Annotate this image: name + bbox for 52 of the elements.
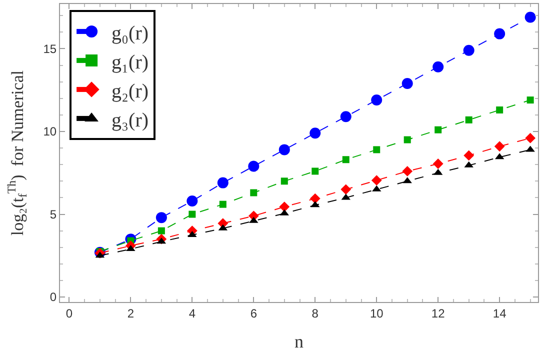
point bbox=[217, 177, 228, 188]
point bbox=[525, 132, 536, 144]
point bbox=[310, 193, 320, 204]
point bbox=[463, 44, 474, 56]
point bbox=[524, 12, 536, 23]
legend-label: g₁(r) bbox=[112, 51, 149, 74]
x-tick-label: 12 bbox=[431, 306, 446, 320]
point bbox=[464, 150, 474, 161]
x-tick-label: 4 bbox=[188, 306, 196, 320]
point bbox=[432, 158, 444, 169]
legend-label: g₀(r) bbox=[112, 22, 149, 44]
point bbox=[371, 175, 382, 186]
point bbox=[279, 202, 290, 212]
point bbox=[465, 116, 472, 124]
point bbox=[312, 168, 319, 175]
point bbox=[280, 178, 288, 185]
legend-label: g₂(r) bbox=[112, 80, 149, 102]
y-tick-label: 15 bbox=[43, 42, 57, 56]
point bbox=[496, 106, 504, 114]
point bbox=[186, 196, 198, 207]
x-tick-label: 2 bbox=[127, 306, 134, 320]
point bbox=[219, 200, 226, 208]
point bbox=[188, 210, 196, 218]
x-tick-label: 8 bbox=[312, 306, 319, 320]
point bbox=[371, 94, 382, 106]
point bbox=[402, 78, 413, 89]
point bbox=[248, 160, 260, 172]
point bbox=[404, 136, 411, 144]
point bbox=[494, 141, 505, 152]
point bbox=[278, 144, 290, 156]
y-tick-label: 0 bbox=[50, 290, 57, 304]
point bbox=[310, 128, 321, 139]
point bbox=[158, 227, 165, 234]
x-tick-label: 6 bbox=[250, 306, 258, 320]
point bbox=[432, 61, 444, 72]
point bbox=[340, 111, 352, 122]
x-axis-title: n bbox=[294, 332, 304, 352]
x-tick-label: 0 bbox=[66, 306, 73, 320]
point bbox=[434, 126, 442, 134]
legend-label: g₃(r) bbox=[112, 109, 149, 132]
y-tick-label: 10 bbox=[43, 124, 57, 139]
point bbox=[402, 166, 413, 176]
point bbox=[494, 28, 506, 40]
point bbox=[526, 96, 534, 104]
point bbox=[156, 212, 167, 224]
x-tick-label: 10 bbox=[370, 306, 384, 320]
point bbox=[250, 189, 258, 196]
x-tick-label: 14 bbox=[492, 306, 507, 320]
y-tick-label: 5 bbox=[50, 207, 57, 222]
point bbox=[340, 184, 352, 195]
point bbox=[342, 156, 350, 164]
point bbox=[373, 146, 380, 154]
